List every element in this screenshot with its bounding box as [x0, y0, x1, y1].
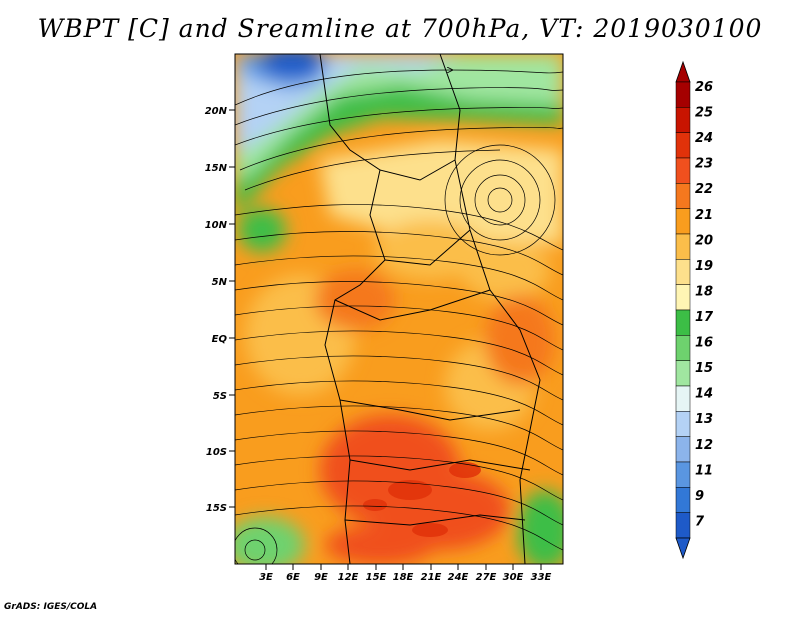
lon-tick-27e: 27E	[476, 572, 497, 583]
lat-tick-15n: 15N	[205, 163, 228, 174]
lon-tick-30e: 30E	[503, 572, 524, 583]
colorbar-label: 22	[695, 182, 713, 197]
colorbar-label: 7	[695, 514, 705, 529]
colorbar-label: 17	[695, 310, 714, 325]
colorbar-label: 14	[695, 387, 713, 402]
colorbar-label: 25	[695, 106, 713, 121]
colorbar-label: 13	[695, 412, 713, 427]
colorbar-swatch	[675, 233, 691, 260]
colorbar-swatch	[675, 284, 691, 311]
colorbar-swatch	[675, 436, 691, 463]
lon-tick-6e: 6E	[286, 572, 300, 583]
lon-tick-21e: 21E	[421, 572, 442, 583]
lat-axis: 20N 15N 10N 5N EQ 5S 10S 15S	[205, 106, 235, 514]
lat-tick-10s: 10S	[206, 447, 227, 458]
lon-tick-12e: 12E	[338, 572, 359, 583]
lat-tick-5s: 5S	[213, 391, 227, 402]
lon-tick-18e: 18E	[393, 572, 414, 583]
colorbar-swatch	[675, 487, 691, 513]
colorbar-label: 16	[695, 336, 713, 351]
lat-tick-5n: 5N	[212, 277, 228, 288]
colorbar-swatch	[675, 461, 691, 488]
colorbar-label: 23	[695, 157, 713, 172]
lon-tick-15e: 15E	[366, 572, 387, 583]
chart-title: WBPT [C] and Sreamline at 700hPa, VT: 20…	[37, 14, 763, 43]
lon-tick-33e: 33E	[531, 572, 552, 583]
colorbar-label: 19	[695, 259, 713, 274]
colorbar-swatch	[675, 385, 691, 412]
colorbar-label: 24	[695, 131, 713, 146]
colorbar-swatch	[675, 335, 691, 361]
wbpt-shading	[235, 54, 563, 564]
colorbar-bottom-arrow	[675, 537, 691, 560]
map-frame	[234, 53, 564, 565]
colorbar-swatch	[675, 157, 691, 184]
colorbar-swatch	[675, 360, 691, 387]
colorbar: 26 25 24 23 22 21 20 19 18 17 16 15 14 13 12 11 9 7	[675, 60, 714, 560]
colorbar-swatch	[675, 512, 691, 539]
colorbar-swatch	[675, 132, 691, 159]
lon-axis: 3E 6E 9E 12E 15E 18E 21E 24E 27E 30E 33E	[259, 564, 552, 583]
colorbar-swatch	[675, 183, 691, 209]
colorbar-label: 12	[695, 438, 713, 453]
lat-tick-15s: 15S	[206, 503, 227, 514]
colorbar-top-arrow	[675, 60, 691, 83]
grads-credit: GrADS: IGES/COLA	[4, 602, 98, 612]
colorbar-label: 15	[695, 361, 713, 376]
country-boundaries	[319, 54, 541, 564]
lat-tick-10n: 10N	[205, 220, 228, 231]
lon-tick-3e: 3E	[259, 572, 273, 583]
colorbar-swatch	[675, 411, 691, 437]
colorbar-swatch	[675, 259, 691, 285]
streamlines	[235, 70, 563, 564]
colorbar-label: 26	[695, 80, 713, 95]
colorbar-swatch	[675, 107, 691, 133]
lat-tick-eq: EQ	[212, 334, 228, 345]
colorbar-label: 20	[695, 233, 713, 248]
colorbar-label: 21	[695, 208, 713, 223]
lon-tick-9e: 9E	[314, 572, 328, 583]
lat-tick-20n: 20N	[205, 106, 228, 117]
colorbar-swatch	[675, 309, 691, 336]
lon-tick-24e: 24E	[448, 572, 469, 583]
colorbar-label: 11	[695, 463, 713, 478]
colorbar-swatch	[675, 208, 691, 235]
colorbar-label: 18	[695, 284, 713, 299]
colorbar-label: 9	[695, 489, 704, 504]
colorbar-swatch	[675, 81, 691, 108]
